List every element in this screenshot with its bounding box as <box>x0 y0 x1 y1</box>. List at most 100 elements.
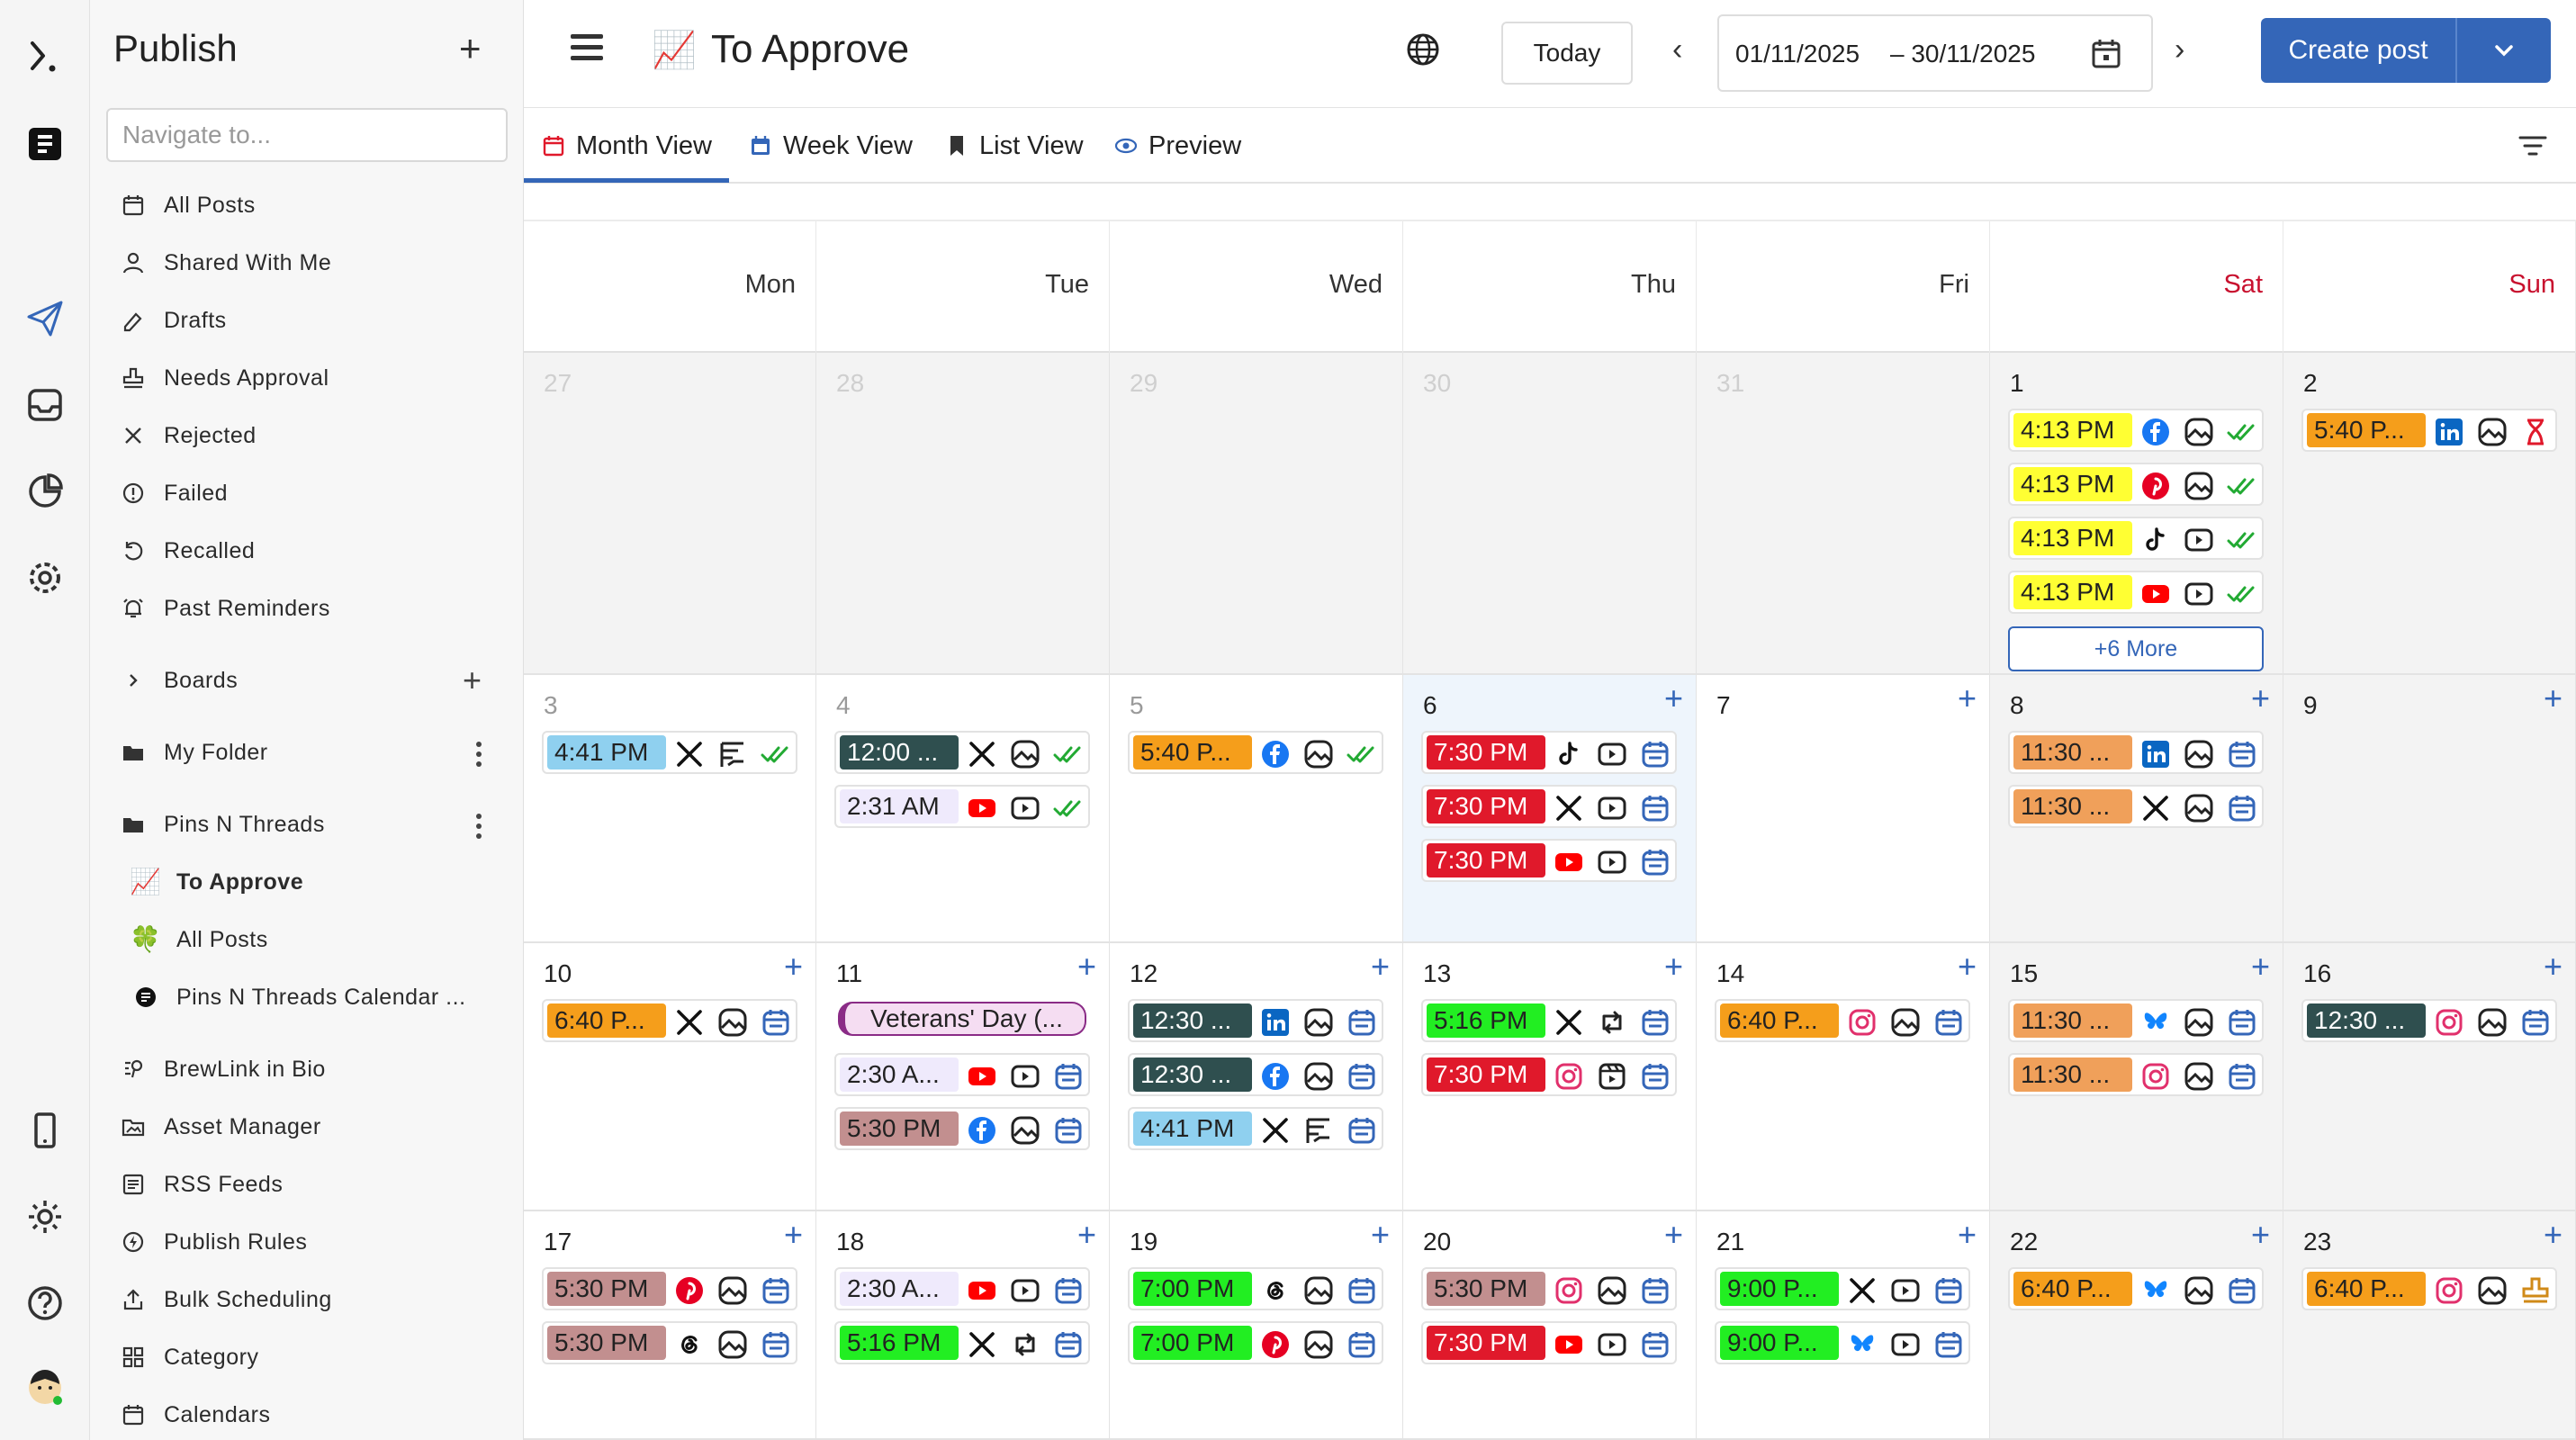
sidebar-item-brewlink[interactable]: BrewLink in Bio <box>121 1049 326 1089</box>
calendar-day-cell[interactable]: 15 +11:30 ... 11:30 ... <box>1990 943 2283 1211</box>
date-range-picker[interactable]: 01/11/2025 – 30/11/2025 <box>1717 14 2153 92</box>
publish-send-icon[interactable] <box>23 297 67 340</box>
sidebar-item-calendar-board[interactable]: Pins N Threads Calendar ... <box>133 977 466 1017</box>
calendar-day-cell[interactable]: 3 4:41 PM <box>524 675 816 943</box>
post-card[interactable]: 11:30 ... <box>2008 1053 2264 1096</box>
sidebar-item-recalled[interactable]: Recalled <box>121 531 255 571</box>
post-card[interactable]: 4:13 PM <box>2008 463 2264 506</box>
user-avatar[interactable] <box>23 1366 67 1409</box>
post-card[interactable]: 11:30 ... <box>2008 731 2264 774</box>
calendar-day-cell[interactable]: 16 +12:30 ... <box>2283 943 2576 1211</box>
post-card[interactable]: 4:13 PM <box>2008 517 2264 560</box>
post-card[interactable]: 11:30 ... <box>2008 785 2264 828</box>
menu-hamburger-icon[interactable] <box>571 34 603 63</box>
add-post-button[interactable]: + <box>2543 1216 2562 1253</box>
post-card[interactable]: 12:30 ... <box>1128 999 1383 1042</box>
calendar-day-cell[interactable]: 30 <box>1403 353 1697 675</box>
tab-list-view[interactable]: List View <box>945 108 1084 184</box>
add-button[interactable]: + <box>459 27 482 69</box>
help-icon[interactable] <box>23 1282 67 1325</box>
add-post-button[interactable]: + <box>1370 948 1390 985</box>
sidebar-item-rss-feeds[interactable]: RSS Feeds <box>121 1165 283 1204</box>
post-card[interactable]: 2:31 AM <box>834 785 1090 828</box>
prev-month-button[interactable]: ‹ <box>1672 32 1683 67</box>
sidebar-item-to-approve[interactable]: 📈 To Approve <box>130 862 303 902</box>
post-card[interactable]: 5:30 PM <box>542 1267 797 1310</box>
add-post-button[interactable]: + <box>1663 948 1683 985</box>
calendar-day-cell[interactable]: 27 <box>524 353 816 675</box>
post-card[interactable]: 7:30 PM <box>1421 839 1677 882</box>
post-card[interactable]: 6:40 P... <box>542 999 797 1042</box>
post-card[interactable]: 11:30 ... <box>2008 999 2264 1042</box>
sidebar-item-publish-rules[interactable]: Publish Rules <box>121 1222 307 1262</box>
theme-sun-icon[interactable] <box>23 1195 67 1238</box>
folder-my-folder[interactable]: My Folder <box>121 733 268 772</box>
calendar-day-cell[interactable]: 31 <box>1697 353 1990 675</box>
add-post-button[interactable]: + <box>1370 1216 1390 1253</box>
calendar-day-cell[interactable]: 2 5:40 P... <box>2283 353 2576 675</box>
calendar-day-cell[interactable]: 17 +5:30 PM 5:30 PM <box>524 1211 816 1440</box>
calendar-day-cell[interactable]: 7 + <box>1697 675 1990 943</box>
post-card[interactable]: 9:00 P... <box>1715 1267 1970 1310</box>
holiday-event[interactable]: Veterans' Day (... <box>834 999 1090 1042</box>
calendar-day-cell[interactable]: 12 +12:30 ... 12:30 ... 4:41 PM <box>1110 943 1403 1211</box>
add-post-button[interactable]: + <box>1957 680 1977 716</box>
post-card[interactable]: 7:30 PM <box>1421 785 1677 828</box>
post-card[interactable]: 5:30 PM <box>1421 1267 1677 1310</box>
calendar-day-cell[interactable]: 14 +6:40 P... <box>1697 943 1990 1211</box>
sidebar-item-calendars[interactable]: Calendars <box>121 1395 270 1435</box>
add-post-button[interactable]: + <box>1663 680 1683 716</box>
calendar-day-cell[interactable]: 29 <box>1110 353 1403 675</box>
calendar-day-cell[interactable]: 1 4:13 PM 4:13 PM 4:13 PM 4:13 PM +6 More <box>1990 353 2283 675</box>
add-post-button[interactable]: + <box>783 948 803 985</box>
create-post-dropdown[interactable] <box>2457 18 2551 83</box>
filter-icon[interactable] <box>2517 130 2549 162</box>
add-post-button[interactable]: + <box>2543 680 2562 716</box>
calendar-picker-icon[interactable] <box>2088 36 2124 72</box>
add-post-button[interactable]: + <box>2250 1216 2270 1253</box>
folder-menu-kebab-icon[interactable] <box>461 736 497 772</box>
add-post-button[interactable]: + <box>2543 948 2562 985</box>
calendar-day-cell[interactable]: 4 12:00 ... 2:31 AM <box>816 675 1110 943</box>
post-card[interactable]: 6:40 P... <box>2008 1267 2264 1310</box>
folder-pins-n-threads[interactable]: Pins N Threads <box>121 805 325 844</box>
more-posts-button[interactable]: +6 More <box>2008 626 2264 671</box>
add-post-button[interactable]: + <box>783 1216 803 1253</box>
calendar-day-cell[interactable]: 19 +7:00 PM 7:00 PM <box>1110 1211 1403 1440</box>
post-card[interactable]: 7:30 PM <box>1421 731 1677 774</box>
post-card[interactable]: 5:30 PM <box>834 1107 1090 1150</box>
calendar-day-cell[interactable]: 22 +6:40 P... <box>1990 1211 2283 1440</box>
tab-preview[interactable]: Preview <box>1114 108 1241 184</box>
post-card[interactable]: 12:30 ... <box>2301 999 2557 1042</box>
post-card[interactable]: 4:41 PM <box>1128 1107 1383 1150</box>
folder-menu-kebab-icon[interactable] <box>461 808 497 844</box>
add-board-button[interactable]: + <box>463 662 482 698</box>
workspace-icon[interactable] <box>23 122 67 166</box>
post-card[interactable]: 12:00 ... <box>834 731 1090 774</box>
post-card[interactable]: 5:30 PM <box>542 1321 797 1364</box>
post-card[interactable]: 7:30 PM <box>1421 1053 1677 1096</box>
analytics-icon[interactable] <box>23 470 67 513</box>
calendar-day-cell[interactable]: 8 +11:30 ... 11:30 ... <box>1990 675 2283 943</box>
calendar-day-cell[interactable]: 20 +5:30 PM 7:30 PM <box>1403 1211 1697 1440</box>
tab-week-view[interactable]: Week View <box>749 108 913 184</box>
calendar-day-cell[interactable]: 23 +6:40 P... <box>2283 1211 2576 1440</box>
add-post-button[interactable]: + <box>1957 1216 1977 1253</box>
settings-gear-icon[interactable] <box>23 556 67 599</box>
sidebar-item-shared-with-me[interactable]: Shared With Me <box>121 243 331 283</box>
calendar-day-cell[interactable]: 5 5:40 P... <box>1110 675 1403 943</box>
add-post-button[interactable]: + <box>2250 948 2270 985</box>
post-card[interactable]: 4:41 PM <box>542 731 797 774</box>
calendar-day-cell[interactable]: 13 +5:16 PM 7:30 PM <box>1403 943 1697 1211</box>
add-post-button[interactable]: + <box>1663 1216 1683 1253</box>
tab-month-view[interactable]: Month View <box>542 108 712 184</box>
post-card[interactable]: 7:00 PM <box>1128 1267 1383 1310</box>
calendar-day-cell[interactable]: 11 + Veterans' Day (... 2:30 A... 5:30 PM <box>816 943 1110 1211</box>
sidebar-item-drafts[interactable]: Drafts <box>121 301 227 340</box>
app-logo-icon[interactable] <box>23 34 67 77</box>
sidebar-item-bulk-scheduling[interactable]: Bulk Scheduling <box>121 1280 332 1319</box>
post-card[interactable]: 7:30 PM <box>1421 1321 1677 1364</box>
timezone-globe-icon[interactable] <box>1404 31 1442 68</box>
inbox-icon[interactable] <box>23 383 67 427</box>
sidebar-item-asset-manager[interactable]: Asset Manager <box>121 1107 321 1147</box>
